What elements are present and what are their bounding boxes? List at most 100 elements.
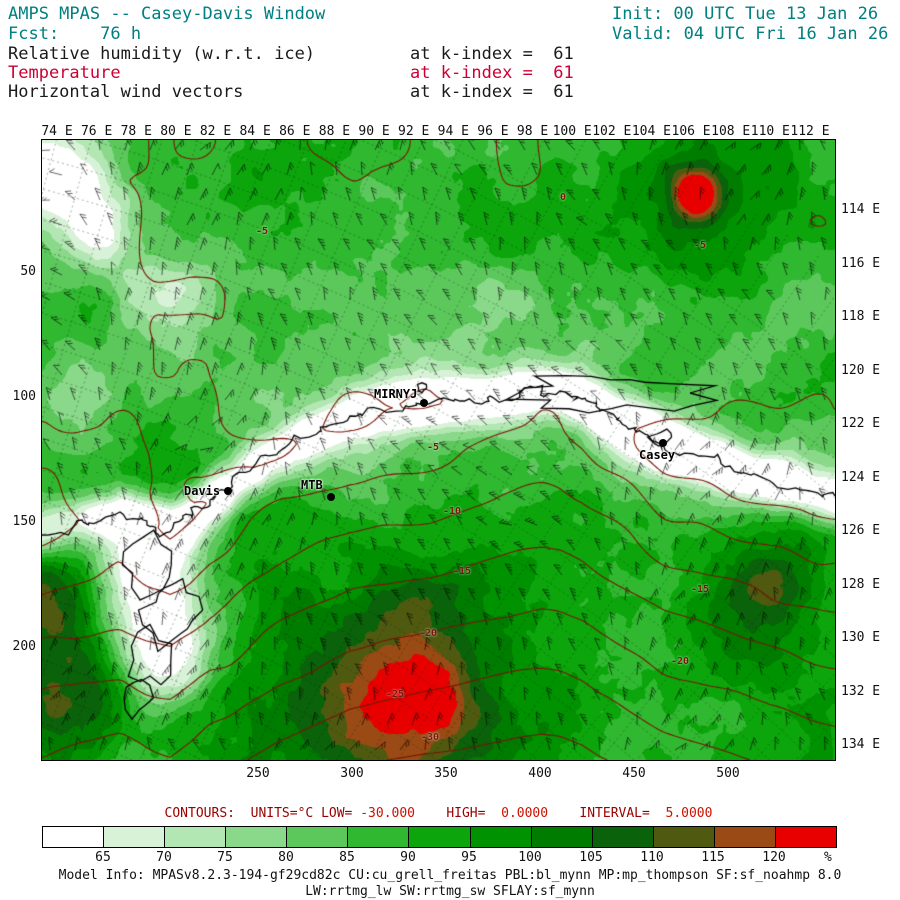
colorbar-tick-label: 95 xyxy=(461,850,477,865)
humidity-map-canvas xyxy=(41,139,836,761)
legend-token: LOW= xyxy=(321,806,353,821)
contour-label: -5 xyxy=(255,226,269,237)
colorbar-tick-label: 65 xyxy=(95,850,111,865)
colorbar-cell-10 xyxy=(653,827,715,847)
colorbar-tick-label: 80 xyxy=(278,850,294,865)
axis-top-label: 102 E xyxy=(592,124,632,139)
axis-bottom-label: 400 xyxy=(528,766,552,781)
colorbar-cell-3 xyxy=(226,827,288,847)
colorbar-cell-9 xyxy=(592,827,654,847)
colorbar-tick-label: 75 xyxy=(217,850,233,865)
colorbar-cell-4 xyxy=(287,827,349,847)
axis-left-label: 50 xyxy=(20,264,36,279)
axis-top-label: 96 E xyxy=(477,124,509,139)
field-2-kindex: at k-index = 61 xyxy=(410,63,574,83)
axis-top-label: 108 E xyxy=(711,124,751,139)
model-info-line1: Model Info: MPASv8.2.3-194-gf29cd82c CU:… xyxy=(58,868,842,883)
axis-right-label: 126 E xyxy=(841,523,881,538)
axis-top-label: 86 E xyxy=(279,124,311,139)
plot-title: AMPS MPAS -- Casey-Davis Window xyxy=(8,4,326,24)
contour-label: -30 xyxy=(420,732,440,743)
axis-top-label: 78 E xyxy=(120,124,152,139)
station-label-mtb: MTB xyxy=(301,478,323,492)
axis-top-label: 74 E xyxy=(41,124,73,139)
colorbar-tick-label: 110 xyxy=(640,850,664,865)
axis-bottom-label: 300 xyxy=(340,766,364,781)
legend-token: INTERVAL= xyxy=(548,806,650,821)
station-label-casey: Casey xyxy=(639,448,676,462)
field-3-label: Horizontal wind vectors xyxy=(8,82,244,102)
colorbar-tick-label: 70 xyxy=(156,850,172,865)
axis-top-label: 110 E xyxy=(750,124,790,139)
contour-label: -15 xyxy=(690,584,710,595)
station-label-davis: Davis xyxy=(184,484,221,498)
init-time: Init: 00 UTC Tue 13 Jan 26 xyxy=(612,4,879,24)
colorbar-tick-label: 115 xyxy=(701,850,725,865)
contour-label: -15 xyxy=(452,566,472,577)
axis-top-label: 104 E xyxy=(631,124,671,139)
colorbar xyxy=(42,826,837,848)
contour-label: -25 xyxy=(385,689,405,700)
colorbar-cell-8 xyxy=(531,827,593,847)
axis-left-label: 100 xyxy=(12,389,36,404)
axis-right-label: 116 E xyxy=(841,255,881,271)
axis-bottom-label: 500 xyxy=(716,766,740,781)
contour-label: 0 xyxy=(559,192,567,203)
legend-token: 0.0000 xyxy=(485,806,549,821)
axis-top-label: 112 E xyxy=(790,124,830,139)
axis-bottom-label: 450 xyxy=(622,766,646,781)
axis-right-label: 118 E xyxy=(841,309,881,324)
axis-top-label: 80 E xyxy=(160,124,192,139)
axis-right-label: 128 E xyxy=(841,576,881,592)
axis-top-label: 106 E xyxy=(671,124,711,139)
colorbar-cell-12 xyxy=(775,827,837,847)
contour-label: -20 xyxy=(670,656,690,667)
legend-token: 5.0000 xyxy=(649,806,713,821)
axis-top-label: 82 E xyxy=(199,124,232,139)
contour-label: -10 xyxy=(442,506,462,517)
axis-right-label: 132 E xyxy=(841,683,881,699)
colorbar-cell-11 xyxy=(714,827,776,847)
axis-right-label: 120 E xyxy=(841,362,881,378)
axis-right-label: 130 E xyxy=(841,630,881,645)
colorbar-tick-label: 120 xyxy=(762,850,786,865)
contour-label: -5 xyxy=(426,442,440,453)
legend-token: CONTOURS: UNITS=°C xyxy=(164,806,322,821)
station-dot-mtb xyxy=(327,493,335,501)
field-3-kindex: at k-index = 61 xyxy=(410,82,574,102)
field-2-label: Temperature xyxy=(8,63,121,83)
station-dot-davis xyxy=(224,487,232,495)
axis-bottom-label: 250 xyxy=(246,766,270,781)
axis-left-label: 200 xyxy=(12,639,36,654)
colorbar-tick-label: 100 xyxy=(518,850,542,865)
axis-top-label: 92 E xyxy=(398,124,430,139)
axis-top-label: 98 E xyxy=(516,124,549,139)
axis-left-label: 150 xyxy=(12,514,36,529)
colorbar-cell-5 xyxy=(348,827,410,847)
axis-right-label: 124 E xyxy=(841,469,881,485)
forecast-hour: Fcst: 76 h xyxy=(8,24,142,44)
axis-bottom-label: 350 xyxy=(434,766,458,781)
colorbar-cell-6 xyxy=(409,827,471,847)
axis-top-label: 84 E xyxy=(239,124,271,139)
colorbar-tick-label: 105 xyxy=(579,850,603,865)
field-1-label: Relative humidity (w.r.t. ice) xyxy=(8,44,316,64)
colorbar-cell-0 xyxy=(43,827,105,847)
legend-token: -30.000 xyxy=(352,806,416,821)
valid-time: Valid: 04 UTC Fri 16 Jan 26 xyxy=(612,24,889,44)
axis-top-label: 100 E xyxy=(552,124,592,139)
colorbar-cell-1 xyxy=(104,827,166,847)
axis-right-label: 134 E xyxy=(841,737,881,752)
colorbar-tick-label: % xyxy=(824,850,832,865)
contour-label: -20 xyxy=(418,628,438,639)
contour-label: -5 xyxy=(693,240,707,251)
station-dot-mirnyj xyxy=(420,399,428,407)
axis-top-label: 94 E xyxy=(437,124,469,139)
station-label-mirnyj: MIRNYJ xyxy=(374,387,418,401)
station-dot-casey xyxy=(659,439,667,447)
colorbar-tick-label: 85 xyxy=(339,850,355,865)
axis-top-label: 76 E xyxy=(80,124,113,139)
model-info-line2: LW:rrtmg_lw SW:rrtmg_sw SFLAY:sf_mynn xyxy=(305,884,595,899)
colorbar-cell-7 xyxy=(470,827,532,847)
legend-token: HIGH= xyxy=(415,806,486,821)
